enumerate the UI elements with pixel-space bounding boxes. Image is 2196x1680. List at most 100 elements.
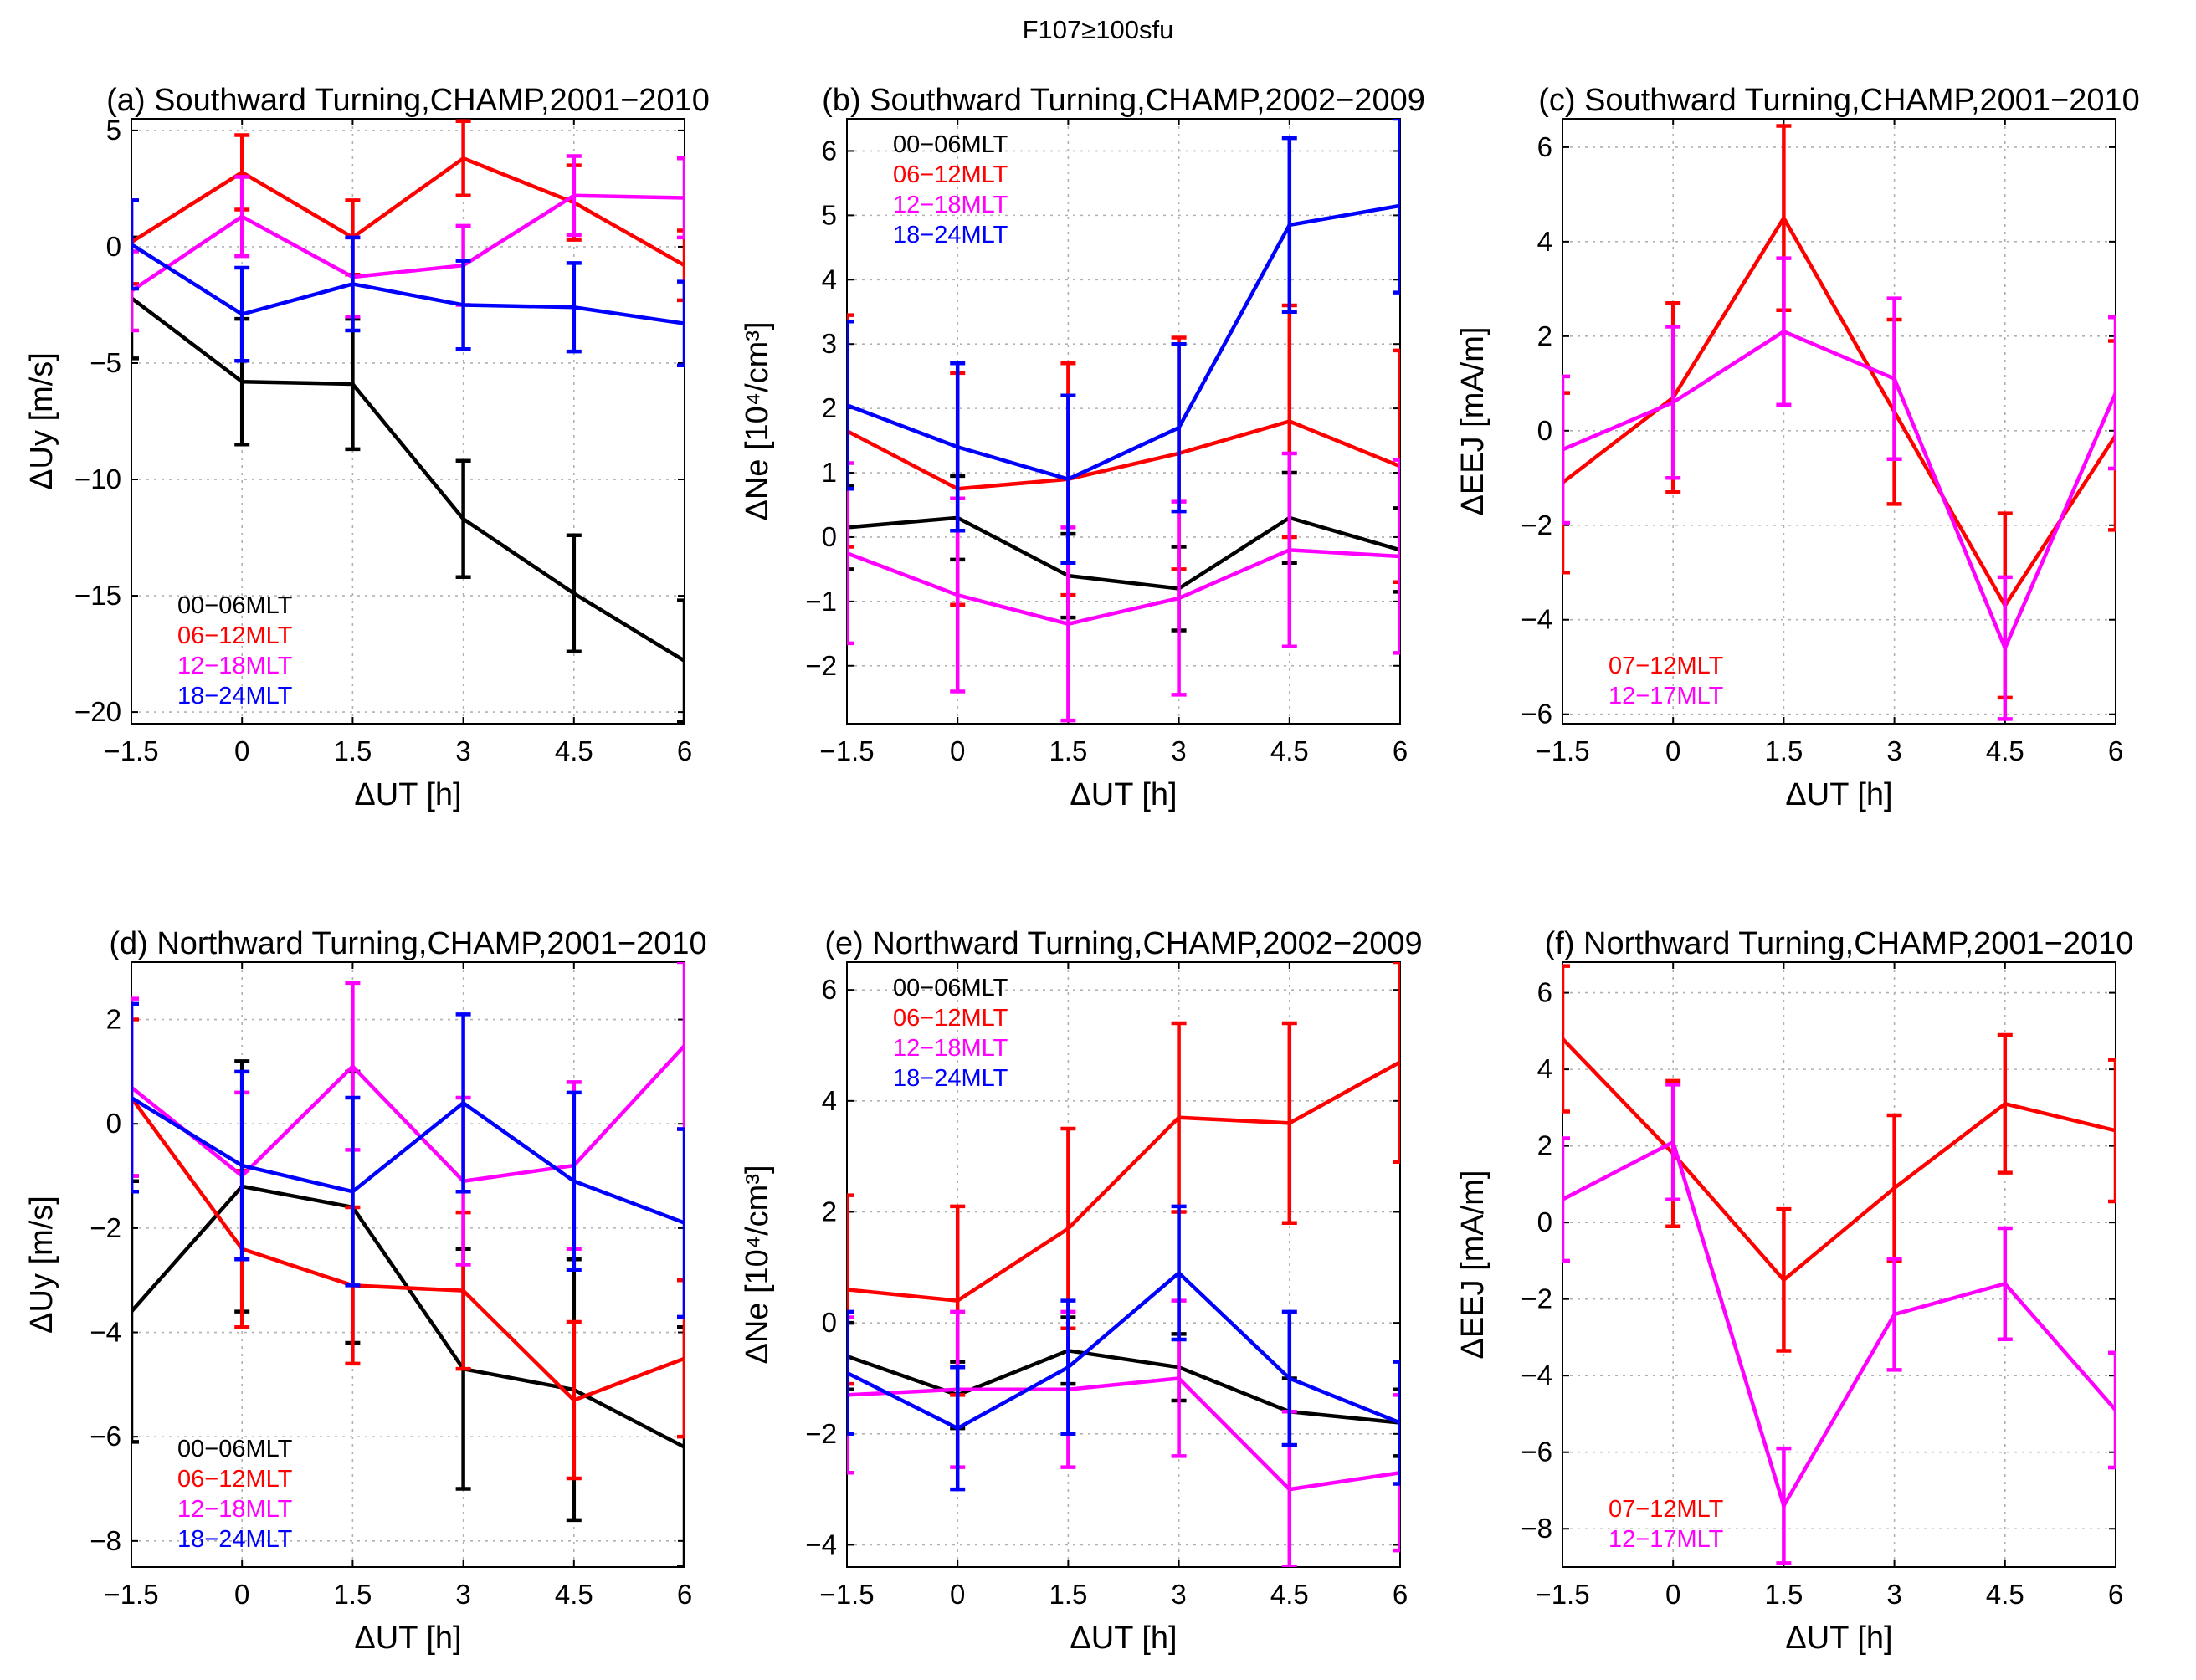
legend-entry: 18−24MLT (177, 1526, 293, 1553)
legend-entry: 00−06MLT (177, 592, 293, 619)
y-tick-label: 2 (1537, 1130, 1552, 1161)
legend-entry: 00−06MLT (177, 1436, 293, 1462)
y-axis-label: ΔEEJ [mA/m] (1455, 327, 1491, 516)
data-point (1781, 329, 1786, 334)
series-line (847, 419, 1400, 491)
x-tick-label: 0 (950, 1579, 965, 1610)
data-layer (1562, 124, 2116, 721)
data-point (1287, 223, 1292, 228)
y-tick-label: 6 (1537, 131, 1552, 162)
y-tick-label: 6 (822, 974, 837, 1005)
x-tick-label: 3 (455, 735, 470, 766)
data-point (847, 551, 849, 556)
x-tick-label: 4.5 (1270, 735, 1309, 766)
figure-title: F107≥100sfu (1023, 15, 1174, 44)
series-line (1562, 329, 2116, 650)
data-point (2003, 1281, 2008, 1286)
panel-c: −1.5 0 1.5 3 4.5 6 6 4 2 0 −2 −4 −6 ΔUT [h] ΔEEJ [mA/m… (1455, 83, 2140, 812)
legend-entry: 12−18MLT (177, 1496, 293, 1523)
y-tick-label: −2 (805, 1418, 837, 1449)
series-line (847, 548, 1400, 627)
legend-entry: 07−12MLT (1609, 653, 1724, 679)
x-axis-label: ΔUT [h] (354, 777, 461, 812)
y-tick-label: −15 (74, 580, 121, 611)
x-tick-label: 0 (1665, 735, 1680, 766)
y-axis-label: ΔNe [10⁴/cm³] (740, 1165, 775, 1364)
legend: 00−06MLT 06−12MLT 12−18MLT 18−24MLT (177, 592, 293, 709)
panel-title: (d) Northward Turning,CHAMP,2001−2010 (109, 926, 706, 961)
x-tick-label: 0 (950, 735, 965, 766)
x-tick-label: 4.5 (555, 1579, 593, 1610)
series-line (847, 1060, 1400, 1303)
series-line (131, 1044, 685, 1184)
y-axis-label: ΔUy [m/s] (24, 1196, 59, 1334)
data-point (1065, 622, 1070, 627)
series-06−12MLT (847, 962, 1400, 1397)
series-06−12MLT (131, 1017, 685, 1481)
series-06−12MLT (131, 119, 685, 303)
data-point (1177, 1115, 1182, 1120)
data-point (239, 214, 244, 219)
legend-entry: 07−12MLT (1609, 1496, 1724, 1523)
series-line (847, 1271, 1400, 1431)
y-tick-label: 4 (1537, 226, 1552, 257)
y-tick-label: 2 (1537, 320, 1552, 351)
x-tick-label: 6 (677, 735, 692, 766)
data-point (461, 302, 466, 307)
series-line (131, 1184, 685, 1449)
y-tick-label: 0 (1537, 415, 1552, 446)
panel-b: −1.5 0 1.5 3 4.5 6 6 5 4 3 2 1 0 −1 −2 ΔUT [h] ΔNe [10⁴/… (740, 83, 1425, 812)
data-point (1065, 1365, 1070, 1370)
data-point (1398, 1059, 1400, 1064)
y-tick-label: 2 (106, 1004, 121, 1035)
y-tick-label: −8 (1521, 1513, 1552, 1544)
data-point (1892, 1312, 1897, 1317)
data-point (955, 592, 960, 597)
data-point (2003, 646, 2008, 651)
series-12−18MLT (131, 154, 685, 333)
series-line (847, 1376, 1400, 1492)
y-tick-label: −4 (1521, 1360, 1552, 1391)
y-tick-label: −6 (90, 1421, 121, 1452)
x-tick-label: 1.5 (1764, 1579, 1803, 1610)
series-12−18MLT (131, 962, 685, 1267)
y-tick-label: −1 (805, 586, 837, 617)
data-point (572, 591, 577, 596)
data-layer (847, 119, 1400, 723)
x-axis-label: ΔUT [h] (1785, 777, 1892, 812)
data-point (1177, 1375, 1182, 1380)
series-12−17MLT (1562, 1083, 2116, 1565)
x-tick-label: −1.5 (104, 1579, 158, 1610)
data-point (1562, 1037, 1565, 1042)
data-layer (1562, 964, 2116, 1565)
x-tick-label: −1.5 (819, 1579, 874, 1610)
legend: 07−12MLT 12−17MLT (1609, 653, 1724, 709)
series-line (131, 156, 685, 268)
series-line (131, 193, 685, 293)
x-tick-label: 6 (677, 1579, 692, 1610)
legend-entry: 06−12MLT (177, 622, 293, 649)
data-point (461, 1100, 466, 1105)
x-tick-label: 6 (2108, 735, 2123, 766)
x-tick-label: 4.5 (555, 735, 593, 766)
y-tick-label: −4 (805, 1529, 837, 1560)
x-tick-label: 1.5 (1764, 735, 1803, 766)
data-point (682, 263, 685, 268)
data-point (955, 1426, 960, 1431)
data-layer (131, 119, 685, 724)
data-point (1398, 1421, 1400, 1426)
data-point (461, 156, 466, 161)
data-point (847, 1370, 849, 1375)
legend-entry: 12−18MLT (177, 653, 293, 679)
legend-entry: 06−12MLT (893, 1005, 1008, 1032)
x-tick-label: 3 (455, 1579, 470, 1610)
data-point (1781, 1278, 1786, 1283)
data-point (572, 305, 577, 310)
data-point (131, 1095, 134, 1100)
panel-title: (f) Northward Turning,CHAMP,2001−2010 (1545, 926, 2134, 961)
grid (1562, 962, 2116, 1567)
legend-entry: 18−24MLT (893, 1065, 1008, 1092)
x-tick-label: 1.5 (333, 1579, 372, 1610)
series-line (131, 1096, 685, 1225)
